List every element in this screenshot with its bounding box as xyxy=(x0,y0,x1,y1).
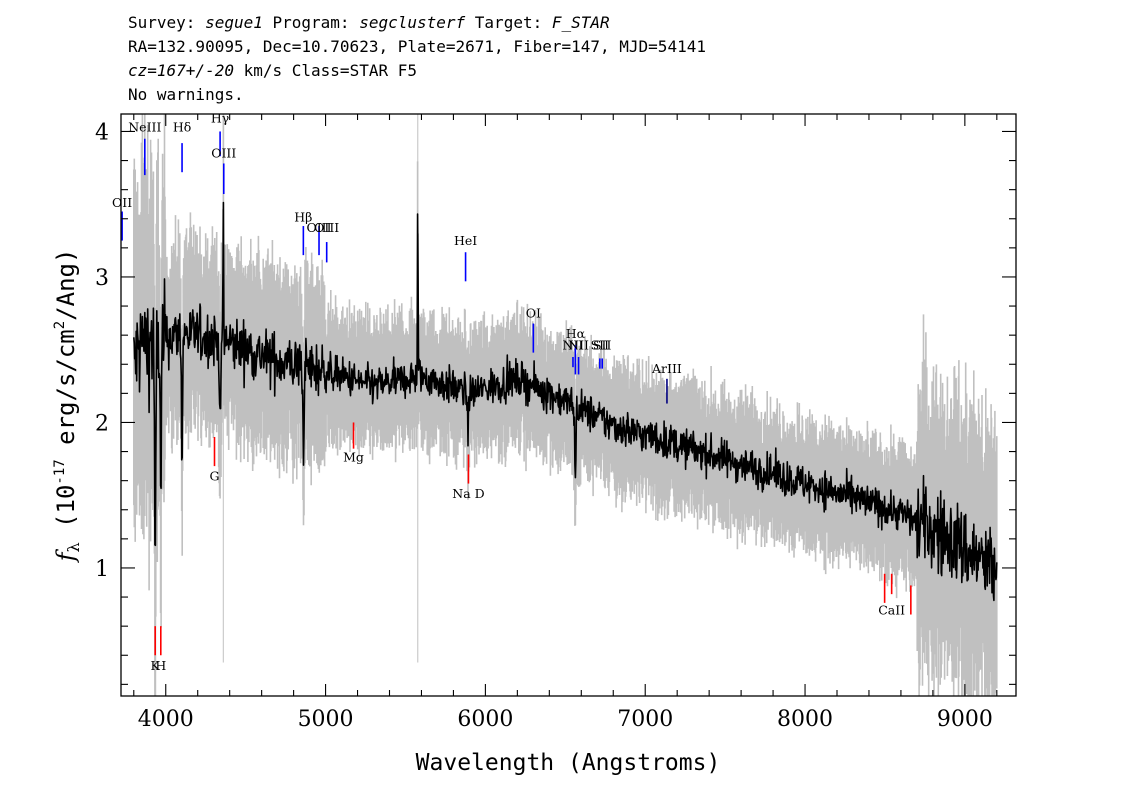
line-label-1: Hδ xyxy=(173,119,191,134)
axis-ticks: 4000 5000 6000 7000 8000 9000 1 2 3 4 xyxy=(95,114,1016,732)
header-line-survey: Survey: segue1 Program: segclusterf Targ… xyxy=(128,11,706,35)
header-line-redshift: cz=167+/-20 km/s Class=STAR F5 xyxy=(128,59,706,83)
y-label-mid: erg/s/cm xyxy=(52,329,80,459)
line-label-15: ArIII xyxy=(651,361,682,376)
program-label: Program: xyxy=(262,13,360,32)
program-value: segclusterf xyxy=(359,13,466,32)
plot-header: Survey: segue1 Program: segclusterf Targ… xyxy=(128,11,706,107)
line-label-9: OI xyxy=(526,306,541,321)
line-label-6: OIII xyxy=(306,220,331,235)
line-label-7: OIII xyxy=(314,220,339,235)
y-label-exp2: 2 xyxy=(52,321,68,329)
x-tick-label-0: 4000 xyxy=(138,707,194,732)
line-label-2: Hγ xyxy=(211,111,229,126)
error-band-path xyxy=(133,114,998,696)
x-tick-label-5: 9000 xyxy=(937,707,993,732)
y-tick-label-1: 2 xyxy=(95,411,109,436)
line-label-18: Na D xyxy=(452,486,484,501)
x-tick-label-3: 7000 xyxy=(617,707,673,732)
line-label-21: CaII xyxy=(878,603,905,618)
y-tick-label-2: 3 xyxy=(95,266,109,291)
y-tick-label-3: 4 xyxy=(95,120,109,145)
line-label-11: Hα xyxy=(566,326,586,341)
line-label-10: NII xyxy=(563,338,584,353)
y-label-sub: λ xyxy=(64,542,83,552)
y-label-exp1: -17 xyxy=(52,459,68,484)
line-label-13: SII xyxy=(591,338,610,353)
x-axis-label: Wavelength (Angstroms) xyxy=(416,750,721,776)
line-label-8: HeI xyxy=(454,233,477,248)
line-label-4: OII xyxy=(112,195,132,210)
line-label-5: Hβ xyxy=(294,210,312,225)
x-tick-label-4: 8000 xyxy=(777,707,833,732)
line-label-17: Mg xyxy=(343,450,364,465)
redshift-value: cz=167+/-20 xyxy=(128,61,234,80)
error-band xyxy=(133,114,998,696)
line-label-19: K xyxy=(151,658,161,673)
target-value: F_STAR xyxy=(551,13,610,32)
line-label-16: G xyxy=(209,469,219,484)
target-label: Target: xyxy=(465,13,552,32)
x-tick-label-1: 5000 xyxy=(298,707,354,732)
line-label-20: H xyxy=(155,658,166,673)
line-label-3: OIII xyxy=(211,146,236,161)
y-axis-label: fλ (10-17 erg/s/cm2/Ang) xyxy=(52,249,83,564)
survey-value: segue1 xyxy=(205,13,263,32)
y-tick-label-0: 1 xyxy=(95,557,109,582)
class-text: km/s Class=STAR F5 xyxy=(233,61,417,80)
x-tick-label-2: 6000 xyxy=(457,707,513,732)
flux-line xyxy=(133,201,998,602)
y-label-open: (10 xyxy=(52,485,80,543)
survey-label: Survey: xyxy=(128,13,206,32)
line-label-0: NeIII xyxy=(128,119,161,134)
plot-frame xyxy=(120,113,1017,697)
header-line-warnings: No warnings. xyxy=(128,85,244,104)
flux-series xyxy=(133,201,998,602)
y-label-close: /Ang) xyxy=(52,249,80,321)
header-line-coordinates: RA=132.90095, Dec=10.70623, Plate=2671, … xyxy=(128,37,706,56)
line-label-12: NII xyxy=(568,338,589,353)
line-label-14: SII xyxy=(593,338,612,353)
